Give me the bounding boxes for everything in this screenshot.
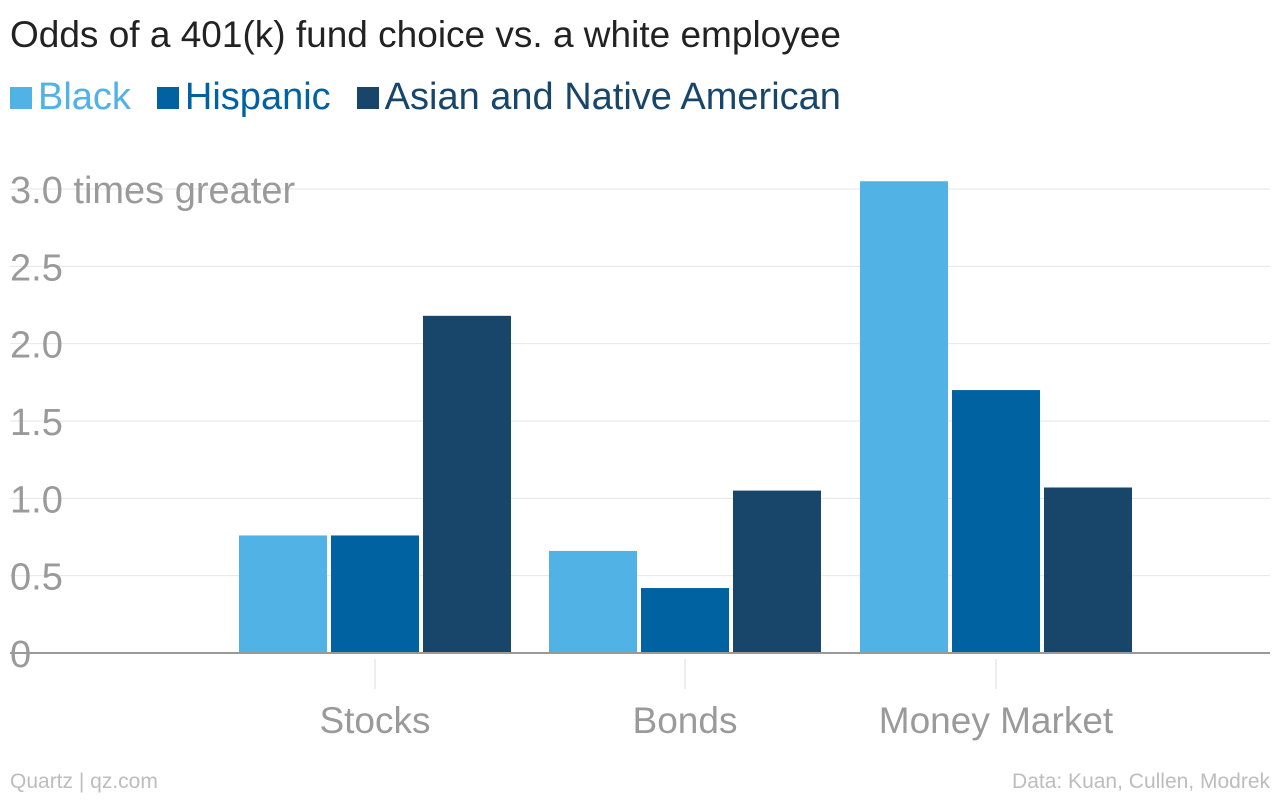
y-tick-label: 2.0 — [10, 325, 63, 367]
x-tick-label: Stocks — [319, 700, 430, 741]
bar — [423, 315, 511, 653]
x-tick-label: Bonds — [633, 700, 738, 741]
chart-legend: Black Hispanic Asian and Native American — [10, 76, 867, 119]
legend-swatch — [356, 86, 379, 109]
bar — [733, 490, 821, 653]
y-tick-label: 1.5 — [10, 402, 63, 444]
legend-item: Hispanic — [156, 76, 331, 119]
y-tick-label: 0.5 — [10, 557, 63, 599]
data-source: Data: Kuan, Cullen, Modrek — [1012, 770, 1270, 793]
bar — [952, 390, 1040, 653]
chart-title: Odds of a 401(k) fund choice vs. a white… — [10, 14, 841, 55]
x-tick-label: Money Market — [879, 700, 1114, 741]
legend-item: Black — [10, 76, 131, 119]
bar — [1044, 487, 1132, 653]
y-tick-label: 0 — [10, 634, 31, 676]
y-tick-label: 1.0 — [10, 479, 63, 521]
y-tick-label: 3.0 times greater — [10, 170, 295, 212]
y-tick-label: 2.5 — [10, 247, 63, 289]
bar — [860, 181, 948, 653]
legend-label: Asian and Native American — [384, 76, 841, 118]
legend-item: Asian and Native American — [356, 76, 841, 119]
bar — [641, 588, 729, 653]
legend-label: Hispanic — [184, 76, 331, 118]
bar — [239, 535, 327, 653]
legend-label: Black — [38, 76, 131, 118]
source-credit: Quartz | qz.com — [10, 770, 158, 793]
bar — [549, 550, 637, 653]
bar — [331, 535, 419, 653]
legend-swatch — [156, 86, 179, 109]
legend-swatch — [10, 86, 32, 109]
